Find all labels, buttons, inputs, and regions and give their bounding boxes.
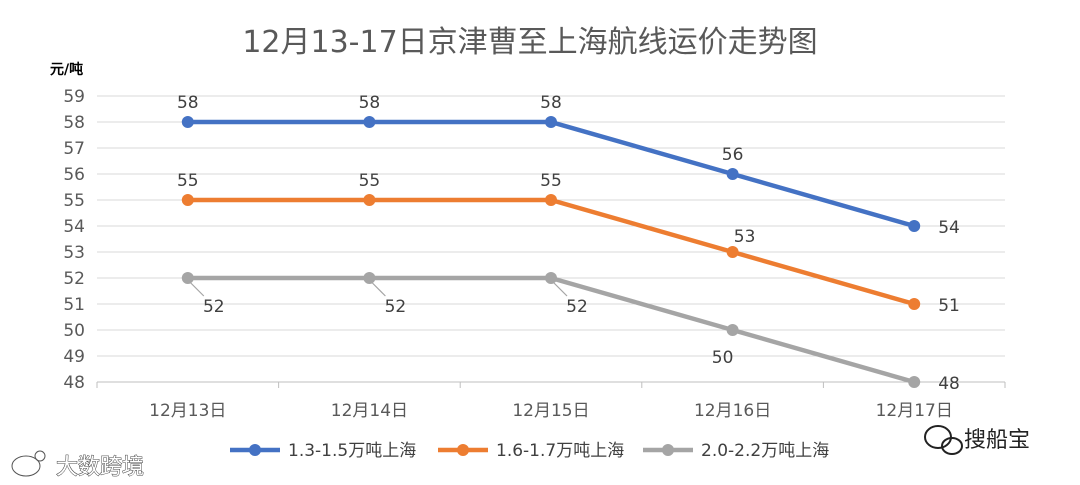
data-label: 48 [938,374,960,394]
y-tick-label: 51 [63,295,85,315]
data-point [545,194,557,206]
data-point [726,246,739,258]
data-label: 55 [540,171,562,191]
watermark-right-text: 搜船宝 [964,428,1030,453]
chart-title: 12月13-17日京津曹至上海航线运价走势图 [242,25,817,60]
series-2: 55 55 55 53 51 [177,171,960,316]
data-label: 54 [938,218,960,238]
y-tick-label: 52 [63,269,85,289]
data-label: 52 [203,297,225,317]
watermark-left: 大数跨境 [10,449,145,481]
data-point [908,298,921,310]
x-tick-label: 12月13日 [149,401,226,421]
data-point [363,194,376,206]
y-tick-label: 57 [63,139,85,159]
data-point [545,272,557,284]
data-label: 52 [566,297,588,317]
watermark-left-text: 大数跨境 [56,455,144,480]
data-label: 58 [359,93,381,113]
data-label: 55 [177,171,199,191]
y-tick-label: 58 [63,113,85,133]
data-label: 58 [177,93,199,113]
x-axis: 12月13日 12月14日 12月15日 12月16日 12月17日 [96,382,1006,421]
data-point [726,168,739,180]
data-point [545,116,557,128]
x-tick-label: 12月14日 [331,401,408,421]
data-label: 50 [712,348,734,368]
data-label: 55 [359,171,381,191]
data-point [181,116,194,128]
y-tick-label: 54 [63,217,85,237]
data-label: 56 [722,145,744,165]
legend-marker [249,444,261,456]
y-axis-unit: 元/吨 [50,61,83,78]
data-label-leader [371,282,386,297]
data-label: 51 [938,296,960,316]
data-point [363,116,376,128]
series-3: 52 52 52 50 48 [181,272,960,394]
data-point [181,272,194,284]
watermark-right: 搜船宝 [924,425,1030,455]
legend-marker [662,444,674,456]
series-1: 58 58 58 56 54 [177,93,960,238]
y-tick-labels: 48 49 50 51 52 53 54 55 56 57 58 59 [63,87,85,393]
x-tick-label: 12月16日 [694,401,771,421]
legend-item: 1.3-1.5万吨上海 [230,441,416,461]
y-tick-label: 49 [63,347,85,367]
y-tick-label: 56 [63,165,85,185]
x-tick-label: 12月17日 [876,401,953,421]
data-point [726,324,739,336]
data-label: 58 [540,93,562,113]
y-tick-label: 50 [63,321,85,341]
data-point [908,376,921,388]
data-point [181,194,194,206]
y-tick-label: 53 [63,243,85,263]
y-tick-label: 59 [63,87,85,107]
legend-marker [457,444,469,456]
y-tick-label: 48 [63,373,85,393]
data-point [363,272,376,284]
y-tick-label: 55 [63,191,85,211]
legend-item: 1.6-1.7万吨上海 [438,441,624,461]
wechat-icon [924,425,963,455]
data-label-leader [553,282,568,297]
data-point [908,220,921,232]
data-label-leader [190,282,205,297]
x-tick-label: 12月15日 [512,401,589,421]
data-label: 53 [734,227,756,247]
legend-label: 1.3-1.5万吨上海 [288,441,416,461]
legend-label: 1.6-1.7万吨上海 [496,441,624,461]
data-label: 52 [385,297,407,317]
legend-item: 2.0-2.2万吨上海 [643,441,829,461]
legend-label: 2.0-2.2万吨上海 [701,441,829,461]
series-group: 58 58 58 56 54 55 55 55 53 51 52 52 52 50 48 [177,93,960,394]
legend: 1.3-1.5万吨上海 1.6-1.7万吨上海 2.0-2.2万吨上海 [230,441,829,461]
